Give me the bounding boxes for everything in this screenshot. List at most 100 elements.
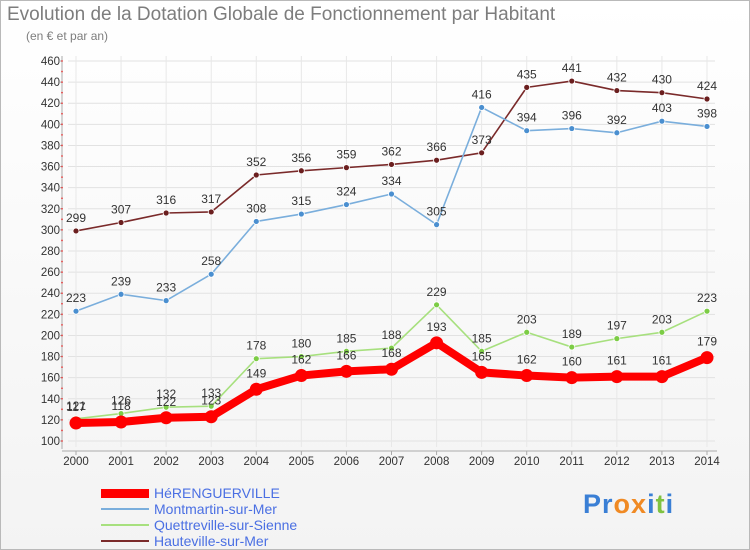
data-label-1-5: 315: [291, 194, 311, 208]
data-label-1-2: 233: [156, 281, 176, 295]
data-label-2-3: 133: [201, 386, 221, 400]
data-label-0-13: 430: [652, 73, 672, 87]
data-point-0-2: [162, 209, 170, 217]
axis-minor-dot: [61, 239, 63, 242]
data-label-2-0: 121: [66, 399, 86, 413]
axis-minor-dot: [61, 387, 63, 390]
data-point-1-3: [207, 270, 215, 278]
y-tick-label: 380: [41, 140, 60, 152]
data-point-0-14: [703, 95, 711, 103]
axis-minor-dot: [61, 207, 63, 210]
axis-minor-dot: [61, 397, 63, 400]
x-tick-label: 2001: [108, 456, 134, 468]
data-label-3-2: 122: [156, 395, 176, 409]
legend-label: Hauteville-sur-Mer: [154, 533, 269, 549]
axis-minor-dot: [61, 81, 63, 84]
data-point-3-10: [520, 369, 534, 383]
x-tick-label: 2003: [198, 456, 224, 468]
data-point-2-14: [703, 307, 711, 315]
data-point-3-6: [339, 364, 353, 378]
data-label-2-7: 188: [381, 328, 401, 342]
data-label-1-14: 398: [697, 106, 717, 120]
data-point-0-11: [568, 77, 576, 85]
data-label-2-9: 185: [472, 331, 492, 345]
data-point-3-11: [565, 371, 579, 385]
data-point-2-2: [162, 403, 170, 411]
data-point-2-5: [297, 353, 305, 360]
data-point-3-7: [385, 362, 398, 376]
logo-letter: i: [647, 489, 656, 519]
data-point-1-1: [117, 290, 125, 298]
proxiti-logo: Proxiti: [583, 489, 674, 520]
legend-label: HéRENGUERVILLE: [154, 485, 280, 501]
x-tick-label: 2009: [469, 456, 495, 468]
data-point-2-7: [388, 344, 395, 352]
data-label-0-10: 435: [517, 67, 537, 81]
data-point-0-9: [478, 149, 486, 157]
axis-minor-dot: [61, 345, 63, 347]
data-point-1-5: [297, 210, 305, 218]
x-tick-label: 2000: [63, 456, 89, 468]
axis-minor-dot: [61, 176, 63, 179]
data-label-1-9: 416: [472, 87, 492, 101]
axis-minor-dot: [61, 376, 63, 379]
x-tick-label: 2014: [694, 456, 720, 468]
data-label-3-6: 166: [336, 348, 356, 362]
x-tick-label: 2002: [153, 456, 179, 468]
data-label-0-12: 432: [607, 71, 627, 85]
y-tick-label: 200: [41, 330, 60, 342]
data-point-2-3: [207, 402, 215, 410]
data-point-1-14: [703, 123, 711, 130]
data-point-0-1: [117, 219, 125, 226]
data-label-1-10: 394: [517, 111, 537, 125]
data-point-3-2: [159, 411, 173, 425]
data-label-0-1: 307: [111, 203, 131, 217]
axis-minor-dot: [61, 323, 63, 326]
data-labels: 299 307 316 317 352 356 359 362 366 373 435 441 432 4…: [66, 61, 717, 414]
axis-minor-dot: [61, 250, 63, 252]
data-point-2-9: [478, 347, 486, 355]
data-label-1-3: 258: [201, 254, 221, 268]
data-point-2-6: [343, 347, 350, 355]
axis-minor-dot: [61, 70, 63, 73]
data-point-1-4: [252, 218, 260, 225]
data-label-0-11: 441: [562, 61, 582, 75]
data-point-3-12: [610, 370, 624, 384]
data-point-2-12: [613, 335, 621, 343]
data-point-3-1: [114, 415, 128, 429]
legend-swatch: [101, 488, 149, 498]
data-label-2-13: 203: [652, 312, 672, 326]
data-point-2-11: [568, 343, 576, 351]
legend-label: Montmartin-sur-Mer: [154, 501, 277, 517]
x-tick-label: 2010: [514, 456, 540, 468]
legend-swatch: [101, 540, 149, 542]
data-label-3-8: 193: [427, 320, 447, 334]
legend-item-montmartin: Montmartin-sur-Mer: [101, 501, 297, 517]
axes: 100 120 140 160 180 200 220 240 260 280 300 320 340 3…: [41, 56, 720, 468]
axis-minor-dot: [61, 228, 63, 231]
data-label-3-7: 168: [381, 346, 401, 360]
data-label-3-10: 162: [517, 353, 537, 367]
logo-letter: o: [613, 489, 632, 519]
data-label-3-12: 161: [607, 354, 627, 368]
data-point-1-7: [388, 190, 395, 198]
data-point-0-0: [72, 227, 80, 235]
data-point-2-4: [252, 355, 260, 363]
logo-letter: t: [655, 489, 666, 519]
data-label-3-1: 118: [112, 399, 131, 413]
y-tick-label: 440: [41, 77, 60, 89]
data-point-0-6: [343, 164, 350, 172]
data-point-2-13: [658, 328, 666, 336]
y-tick-label: 420: [41, 98, 60, 110]
axis-minor-dot: [61, 440, 63, 442]
data-point-3-9: [475, 365, 489, 379]
data-label-1-8: 305: [427, 205, 447, 219]
data-label-2-6: 185: [336, 331, 356, 345]
axis-minor-dot: [61, 260, 63, 263]
axis-minor-dot: [61, 133, 63, 136]
data-label-0-7: 362: [381, 144, 401, 158]
data-point-3-14: [700, 351, 714, 365]
legend-swatch: [101, 508, 149, 510]
